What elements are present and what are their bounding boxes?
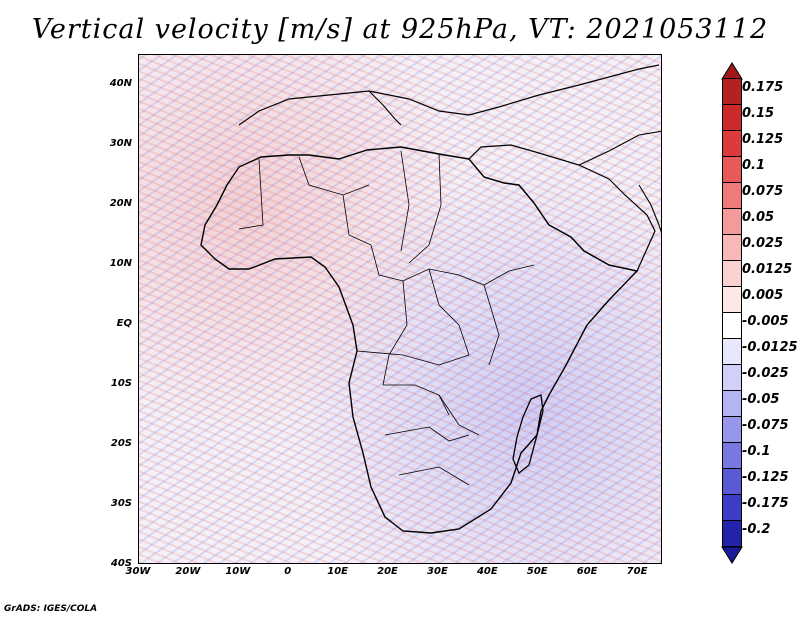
colorbar-swatch: [722, 104, 742, 131]
colorbar-swatch: [722, 468, 742, 495]
chart-title: Vertical velocity [m/s] at 925hPa, VT: 2…: [31, 14, 769, 45]
colorbar-bottom-cap: [721, 546, 743, 564]
colorbar-label: -0.005: [742, 314, 789, 329]
colorbar-swatch: [722, 78, 742, 105]
colorbar-label: 0.005: [742, 288, 784, 303]
lon-tick-label: 20W: [175, 566, 201, 577]
lat-tick-label: 20N: [109, 198, 132, 209]
lon-tick-label: 0: [284, 566, 292, 577]
lon-tick-label: 10E: [327, 566, 348, 577]
lon-tick-label: 70E: [626, 566, 648, 577]
lat-tick-label: 10N: [109, 258, 132, 269]
colorbar-label: 0.05: [742, 210, 775, 225]
colorbar-swatch: [722, 338, 742, 365]
colorbar-swatch: [722, 312, 742, 339]
lon-tick-label: 20E: [377, 566, 398, 577]
colorbar-swatch: [722, 390, 742, 417]
map-plot-area: [138, 54, 662, 564]
italy-coastline: [368, 90, 402, 126]
lat-tick-label: EQ: [116, 318, 132, 329]
india-coastline: [638, 184, 661, 233]
footer-credit: GrADS: IGES/COLA: [4, 604, 98, 614]
arabia-coastline: [468, 144, 656, 272]
colorbar-label: -0.125: [742, 470, 789, 485]
lat-tick-label: 20S: [110, 438, 132, 449]
africa-coastline: [200, 146, 639, 534]
map-outlines: [200, 64, 661, 534]
colorbar-swatch: [722, 286, 742, 313]
colorbar-label: 0.175: [742, 80, 784, 95]
lon-tick-label: 30W: [125, 566, 151, 577]
colorbar-swatch: [722, 156, 742, 183]
colorbar-label: -0.025: [742, 366, 789, 381]
colorbar-swatch: [722, 364, 742, 391]
iran-coastline: [578, 130, 661, 166]
lat-tick-label: 30N: [109, 138, 132, 149]
colorbar-label: 0.0125: [742, 262, 793, 277]
colorbar-label: -0.05: [742, 392, 780, 407]
lat-tick-label: 40N: [109, 78, 132, 89]
colorbar-label: -0.175: [742, 496, 789, 511]
colorbar-swatch: [722, 494, 742, 521]
lon-tick-label: 10W: [225, 566, 251, 577]
colorbar-swatch: [722, 130, 742, 157]
colorbar-label: 0.025: [742, 236, 784, 251]
colorbar-label: -0.075: [742, 418, 789, 433]
colorbar-swatch: [722, 416, 742, 443]
colorbar-label: -0.0125: [742, 340, 798, 355]
colorbar-swatch: [722, 234, 742, 261]
colorbar-label: 0.1: [742, 158, 766, 173]
colorbar-swatch: [722, 260, 742, 287]
colorbar-swatch: [722, 520, 742, 547]
colorbar-label: 0.15: [742, 106, 775, 121]
colorbar-label: -0.1: [742, 444, 771, 459]
madagascar-coastline: [512, 394, 544, 475]
colorbar-swatch: [722, 442, 742, 469]
lon-tick-label: 30E: [427, 566, 448, 577]
europe-coastline: [238, 64, 660, 126]
colorbar-label: 0.125: [742, 132, 784, 147]
lon-tick-label: 50E: [526, 566, 548, 577]
colorbar-label: -0.2: [742, 522, 771, 537]
colorbar-swatch: [722, 208, 742, 235]
lon-tick-label: 40E: [476, 566, 498, 577]
lat-tick-label: 30S: [110, 498, 132, 509]
colorbar-label: 0.075: [742, 184, 784, 199]
colorbar-swatch: [722, 182, 742, 209]
lat-tick-label: 10S: [110, 378, 132, 389]
lat-tick-label: 40S: [110, 558, 132, 569]
lon-tick-label: 60E: [576, 566, 598, 577]
country-borders: [238, 150, 535, 486]
